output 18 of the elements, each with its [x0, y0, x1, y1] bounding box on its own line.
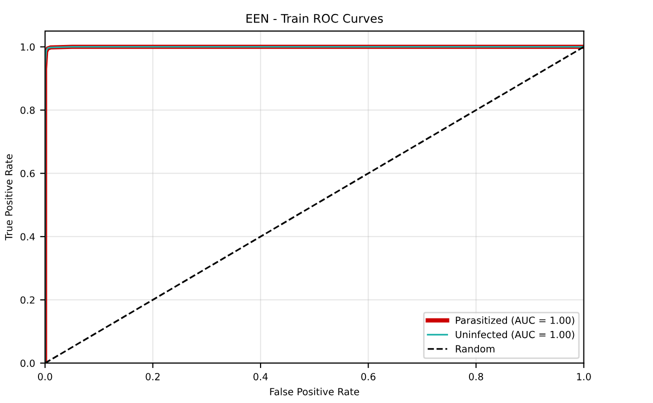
legend-label: Uninfected (AUC = 1.00) [456, 330, 574, 340]
x-tick-label: 0.4 [253, 372, 268, 380]
x-tick-label: 0.2 [146, 372, 160, 380]
y-axis-title: True Positive Rate [4, 154, 12, 240]
x-tick-label: 0.6 [361, 372, 376, 380]
chart-title: EEN - Train ROC Curves [246, 14, 383, 23]
x-tick-label: 1.0 [577, 372, 591, 380]
x-axis-title: False Positive Rate [270, 388, 360, 396]
x-tick-label: 0.8 [468, 372, 484, 380]
y-tick-label: 0.2 [20, 296, 34, 304]
y-tick-label: 0.6 [20, 170, 35, 178]
y-tick-label: 1.0 [20, 43, 35, 51]
x-tick-label: 0.0 [38, 372, 52, 380]
y-tick-label: 0.8 [20, 106, 35, 114]
y-tick-label: 0.4 [20, 233, 35, 240]
y-tick-label: 0.0 [20, 360, 35, 367]
legend-label: Random [456, 344, 494, 352]
legend-label: Parasitized (AUC = 1.00) [456, 316, 574, 326]
